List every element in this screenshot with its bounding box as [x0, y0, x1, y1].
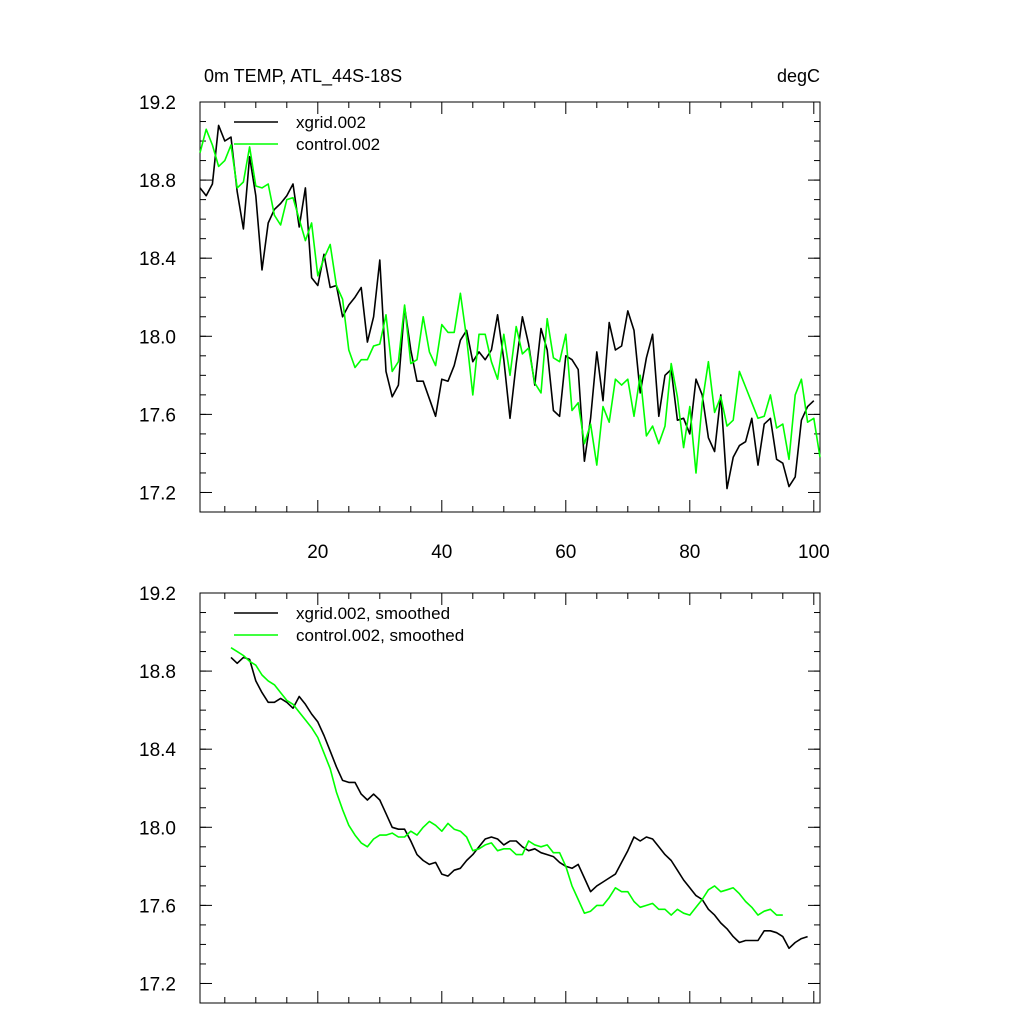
- chart-title: 0m TEMP, ATL_44S-18S: [204, 66, 402, 87]
- y-tick-label: 17.6: [139, 896, 176, 917]
- series-line-xgrid-002: [199, 124, 815, 490]
- y-tick-label: 19.2: [139, 93, 176, 114]
- plot-frame: [199, 101, 821, 513]
- legend-label: xgrid.002, smoothed: [296, 604, 450, 623]
- y-tick-label: 18.8: [139, 662, 176, 683]
- x-tick-label: 40: [431, 542, 452, 563]
- series-line-control-002: [199, 128, 821, 474]
- x-tick-label: 20: [307, 542, 328, 563]
- legend-label: control.002, smoothed: [296, 626, 464, 645]
- x-tick-label: 60: [555, 542, 576, 563]
- y-tick-label: 17.6: [139, 405, 176, 426]
- plot-frame: [199, 592, 821, 1004]
- y-tick-label: 18.4: [139, 249, 176, 270]
- x-tick-label: 80: [679, 542, 700, 563]
- legend-label: xgrid.002: [296, 113, 366, 132]
- legend-label: control.002: [296, 135, 380, 154]
- top-panel: 20 40 60 80 100 17.2 17.6 18.0 18.4 18.8 19.2 xgrid…: [139, 93, 830, 563]
- series-line-control-002-smoothed: [230, 647, 783, 916]
- x-tick-label: 100: [798, 542, 830, 563]
- y-tick-label: 17.2: [139, 483, 176, 504]
- y-tick-label: 19.2: [139, 584, 176, 605]
- y-tick-label: 18.4: [139, 740, 176, 761]
- chart-units: degC: [777, 66, 820, 86]
- y-tick-label: 17.2: [139, 974, 176, 995]
- series-line-xgrid-002-smoothed: [230, 656, 808, 950]
- y-tick-label: 18.8: [139, 171, 176, 192]
- y-tick-label: 18.0: [139, 818, 176, 839]
- bottom-panel: 17.2 17.6 18.0 18.4 18.8 19.2 xgrid.002, smoot…: [139, 584, 821, 1004]
- y-tick-label: 18.0: [139, 327, 176, 348]
